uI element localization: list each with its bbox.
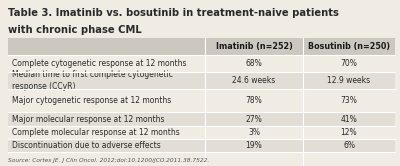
Text: with chronic phase CML: with chronic phase CML xyxy=(8,25,142,35)
Text: 24.6 weeks: 24.6 weeks xyxy=(232,76,276,85)
Text: 27%: 27% xyxy=(246,115,262,124)
Text: 68%: 68% xyxy=(246,59,262,68)
Text: Median time to first complete cytogenetic
response (CCyR): Median time to first complete cytogeneti… xyxy=(12,70,173,90)
Text: Bosutinib (n=250): Bosutinib (n=250) xyxy=(308,42,390,51)
Text: 41%: 41% xyxy=(341,115,357,124)
Bar xyxy=(8,72,395,89)
Text: 19%: 19% xyxy=(246,141,262,150)
Text: Major molecular response at 12 months: Major molecular response at 12 months xyxy=(12,115,164,124)
Text: Major cytogenetic response at 12 months: Major cytogenetic response at 12 months xyxy=(12,96,171,105)
Text: 70%: 70% xyxy=(340,59,358,68)
Bar xyxy=(8,38,395,55)
Bar xyxy=(8,139,395,152)
Text: Discontinuation due to adverse effects: Discontinuation due to adverse effects xyxy=(12,141,161,150)
Bar xyxy=(8,55,395,72)
Text: 73%: 73% xyxy=(340,96,358,105)
Text: Complete cytogenetic response at 12 months: Complete cytogenetic response at 12 mont… xyxy=(12,59,186,68)
Text: Table 3. Imatinib vs. bosutinib in treatment-naive patients: Table 3. Imatinib vs. bosutinib in treat… xyxy=(8,8,339,18)
Text: Imatinib (n=252): Imatinib (n=252) xyxy=(216,42,292,51)
Text: 12.9 weeks: 12.9 weeks xyxy=(328,76,370,85)
Text: 12%: 12% xyxy=(341,128,357,137)
Text: 78%: 78% xyxy=(246,96,262,105)
Text: 6%: 6% xyxy=(343,141,355,150)
Text: Complete molecular response at 12 months: Complete molecular response at 12 months xyxy=(12,128,180,137)
Bar xyxy=(8,112,395,126)
Bar xyxy=(8,89,395,112)
Text: 3%: 3% xyxy=(248,128,260,137)
Bar xyxy=(8,126,395,139)
Text: Source: Cortes JE. J Clin Oncol. 2012;doi:10.1200/JCO.2011.38.7522.: Source: Cortes JE. J Clin Oncol. 2012;do… xyxy=(8,158,209,163)
